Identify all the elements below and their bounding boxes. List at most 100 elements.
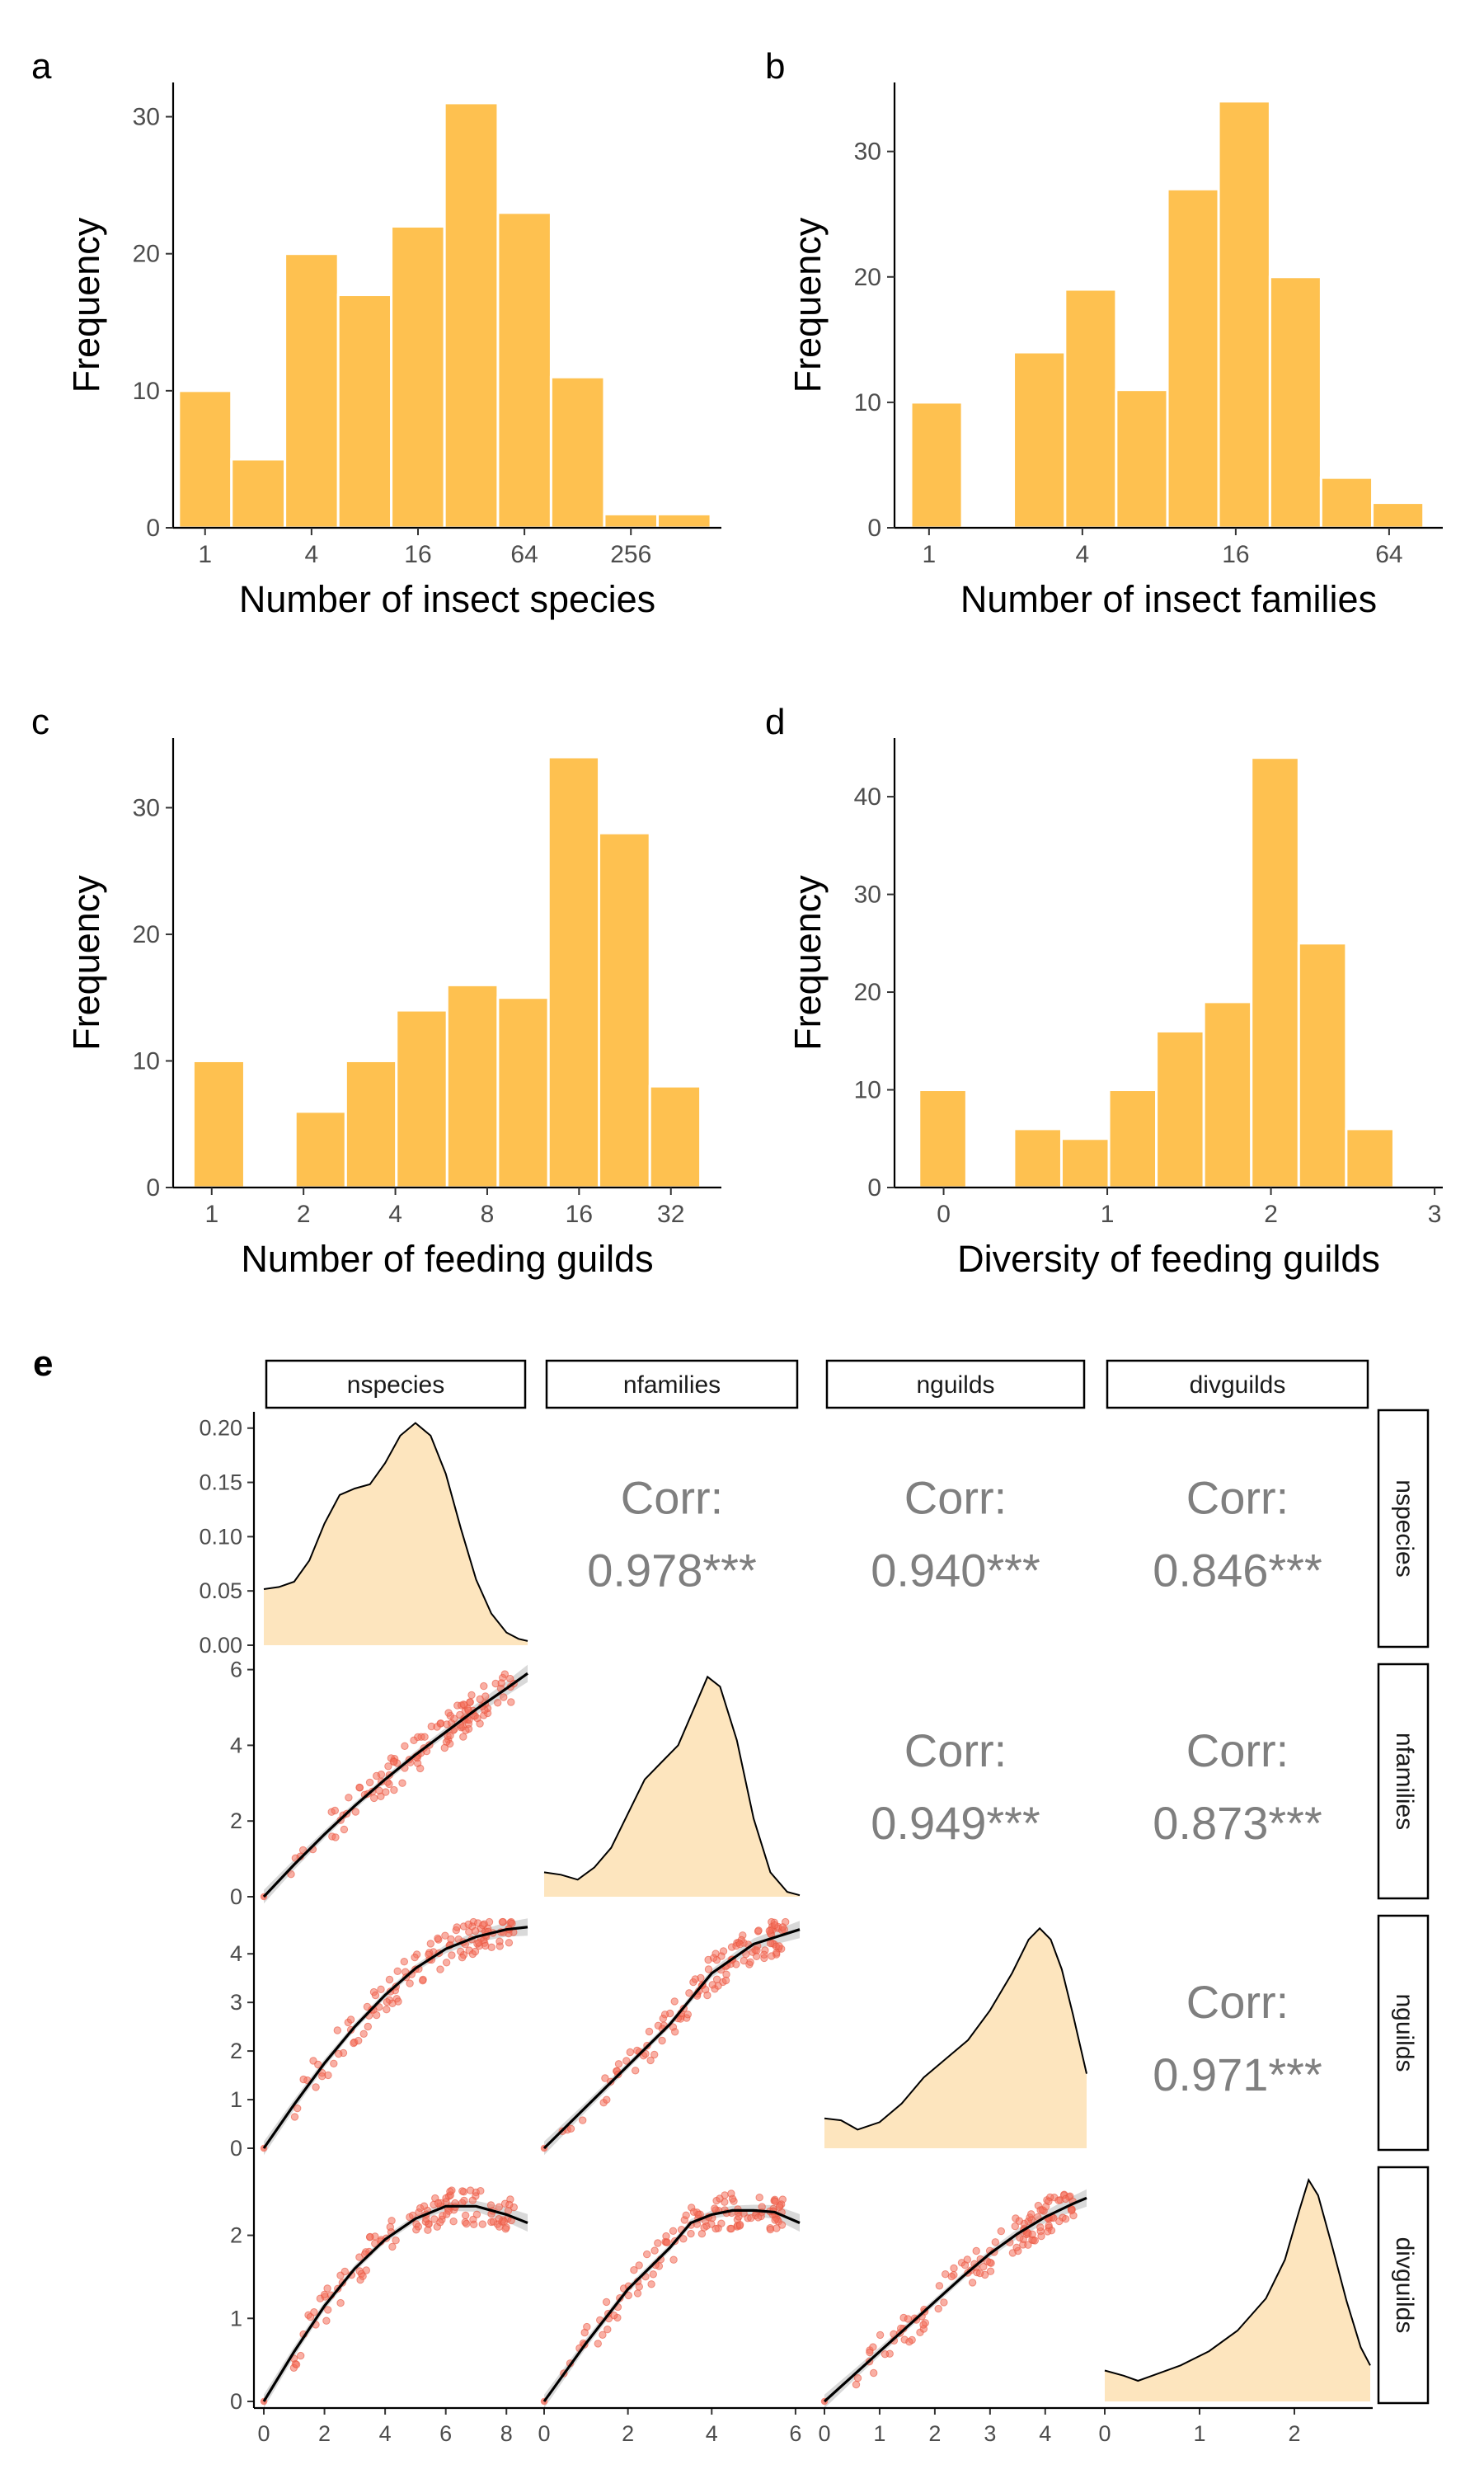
scatter-point xyxy=(702,1985,710,1994)
x-tick-label: 3 xyxy=(984,2421,996,2446)
x-tick-label: 0 xyxy=(257,2421,270,2446)
panel-label: b xyxy=(765,46,785,87)
scatter-point xyxy=(425,1950,433,1959)
scatter-point xyxy=(464,1920,472,1929)
scatter-point xyxy=(476,1719,484,1728)
scatter-point xyxy=(719,1947,728,1955)
scatter-point xyxy=(506,1674,514,1683)
scatter-point xyxy=(385,1780,393,1789)
y-tick-label: 30 xyxy=(854,882,881,909)
x-tick-label: 4 xyxy=(706,2421,718,2446)
scatter-point xyxy=(323,2284,331,2293)
scatter-point xyxy=(682,2211,690,2220)
scatter-point xyxy=(603,2326,612,2334)
scatter-point xyxy=(771,1921,779,1930)
density-cell-nspecies: 0.00 0.05 0.10 0.15 0.20 xyxy=(199,1416,528,1658)
scatter-point xyxy=(377,1771,386,1779)
histogram-bar xyxy=(1268,275,1322,529)
histogram-panel-b: 0 10 20 30 1 4 16 64 Number of insect families Fr… xyxy=(765,46,1443,620)
y-axis-title: Frequency xyxy=(787,217,829,393)
scatter-point xyxy=(622,2057,631,2065)
row-strip xyxy=(1377,2166,1430,2405)
scatter-point xyxy=(935,2282,944,2290)
scatter-point xyxy=(359,2030,368,2039)
histogram-bar xyxy=(918,1089,968,1189)
density-area xyxy=(824,1928,1087,2148)
x-tick-label: 2 xyxy=(928,2421,941,2446)
scatter-point xyxy=(383,2006,391,2014)
x-tick-label: 6 xyxy=(439,2421,452,2446)
density-line xyxy=(824,1926,1087,2131)
scatter-point xyxy=(466,1698,474,1706)
correlation-value: 0.949*** xyxy=(871,1797,1040,1849)
scatter-point xyxy=(384,1762,392,1771)
correlation-value: 0.873*** xyxy=(1153,1797,1322,1849)
scatter-point xyxy=(645,2027,654,2036)
scatter-point xyxy=(979,2263,988,2271)
scatter-point xyxy=(474,1919,482,1927)
scatter-point xyxy=(331,1833,340,1841)
scatter-point xyxy=(685,1989,693,1997)
x-tick-label: 4 xyxy=(1039,2421,1051,2446)
scatter-point xyxy=(775,2203,783,2212)
scatter-point xyxy=(766,2225,775,2234)
scatter-point xyxy=(626,2048,634,2057)
scatter-point xyxy=(727,2189,735,2198)
x-tick-label: 8 xyxy=(481,1201,495,1228)
scatter-point xyxy=(1061,2194,1070,2204)
histogram-bar xyxy=(648,1084,702,1189)
scatter-point xyxy=(700,2223,708,2232)
scatter-point xyxy=(934,2304,942,2313)
y-tick-label: 0 xyxy=(867,1174,881,1202)
y-tick-label: 10 xyxy=(133,378,160,405)
x-tick-label: 1 xyxy=(1193,2421,1205,2446)
scatter-point xyxy=(1068,2206,1076,2215)
scatter-point xyxy=(691,1975,699,1983)
scatter-point xyxy=(679,2235,688,2243)
scatter-point xyxy=(434,1934,442,1943)
scatter-point xyxy=(351,1808,359,1816)
scatter-point xyxy=(436,1965,444,1973)
scatter-point xyxy=(471,1926,480,1935)
correlation-label: Corr: xyxy=(1186,1724,1289,1776)
scatter-point xyxy=(881,2350,890,2359)
scatter-point xyxy=(377,1985,385,1994)
scatter-point xyxy=(960,2261,970,2269)
y-tick-label: 30 xyxy=(133,794,160,821)
scatter-point xyxy=(442,1959,451,1967)
scatter-point xyxy=(500,1693,508,1701)
scatter-cell-nspecies-nguilds: 0 1 2 3 4 xyxy=(230,1917,528,2161)
scatter-point xyxy=(735,2213,743,2221)
y-tick-label: 0.00 xyxy=(199,1633,242,1658)
histogram-bar xyxy=(1012,350,1067,529)
scatter-point xyxy=(635,2283,643,2291)
scatter-point xyxy=(292,2360,301,2369)
scatter-point xyxy=(1015,2217,1024,2225)
scatter-point xyxy=(448,1951,456,1959)
scatter-cell-nspecies-nfamilies: 0 2 4 6 xyxy=(230,1658,528,1909)
scatter-point xyxy=(481,1941,490,1950)
scatter-point xyxy=(654,2239,662,2247)
scatter-point xyxy=(419,1977,427,1985)
scatter-point xyxy=(401,1742,409,1751)
scatter-point xyxy=(444,2207,453,2215)
scatter-point xyxy=(359,2272,367,2280)
scatter-point xyxy=(997,2227,1006,2236)
scatter-point xyxy=(466,2186,475,2194)
scatter-point xyxy=(727,2224,735,2233)
scatter-point xyxy=(594,2340,602,2348)
histogram-bar xyxy=(344,1059,398,1189)
scatter-point xyxy=(1037,2232,1045,2241)
x-tick-label: 16 xyxy=(1222,541,1249,568)
y-tick-label: 2 xyxy=(230,2223,242,2248)
y-tick-label: 0 xyxy=(146,1174,160,1202)
column-strip-label: nguilds xyxy=(916,1371,994,1399)
scatter-point xyxy=(603,2095,611,2104)
scatter-point xyxy=(635,2261,643,2269)
scatter-point xyxy=(905,2338,913,2346)
x-axis-title: Diversity of feeding guilds xyxy=(957,1238,1380,1280)
scatter-point xyxy=(459,1733,467,1741)
row-strip-label: nguilds xyxy=(1391,1993,1418,2072)
scatter-point xyxy=(950,2264,958,2273)
x-tick-label: 0 xyxy=(538,2421,550,2446)
